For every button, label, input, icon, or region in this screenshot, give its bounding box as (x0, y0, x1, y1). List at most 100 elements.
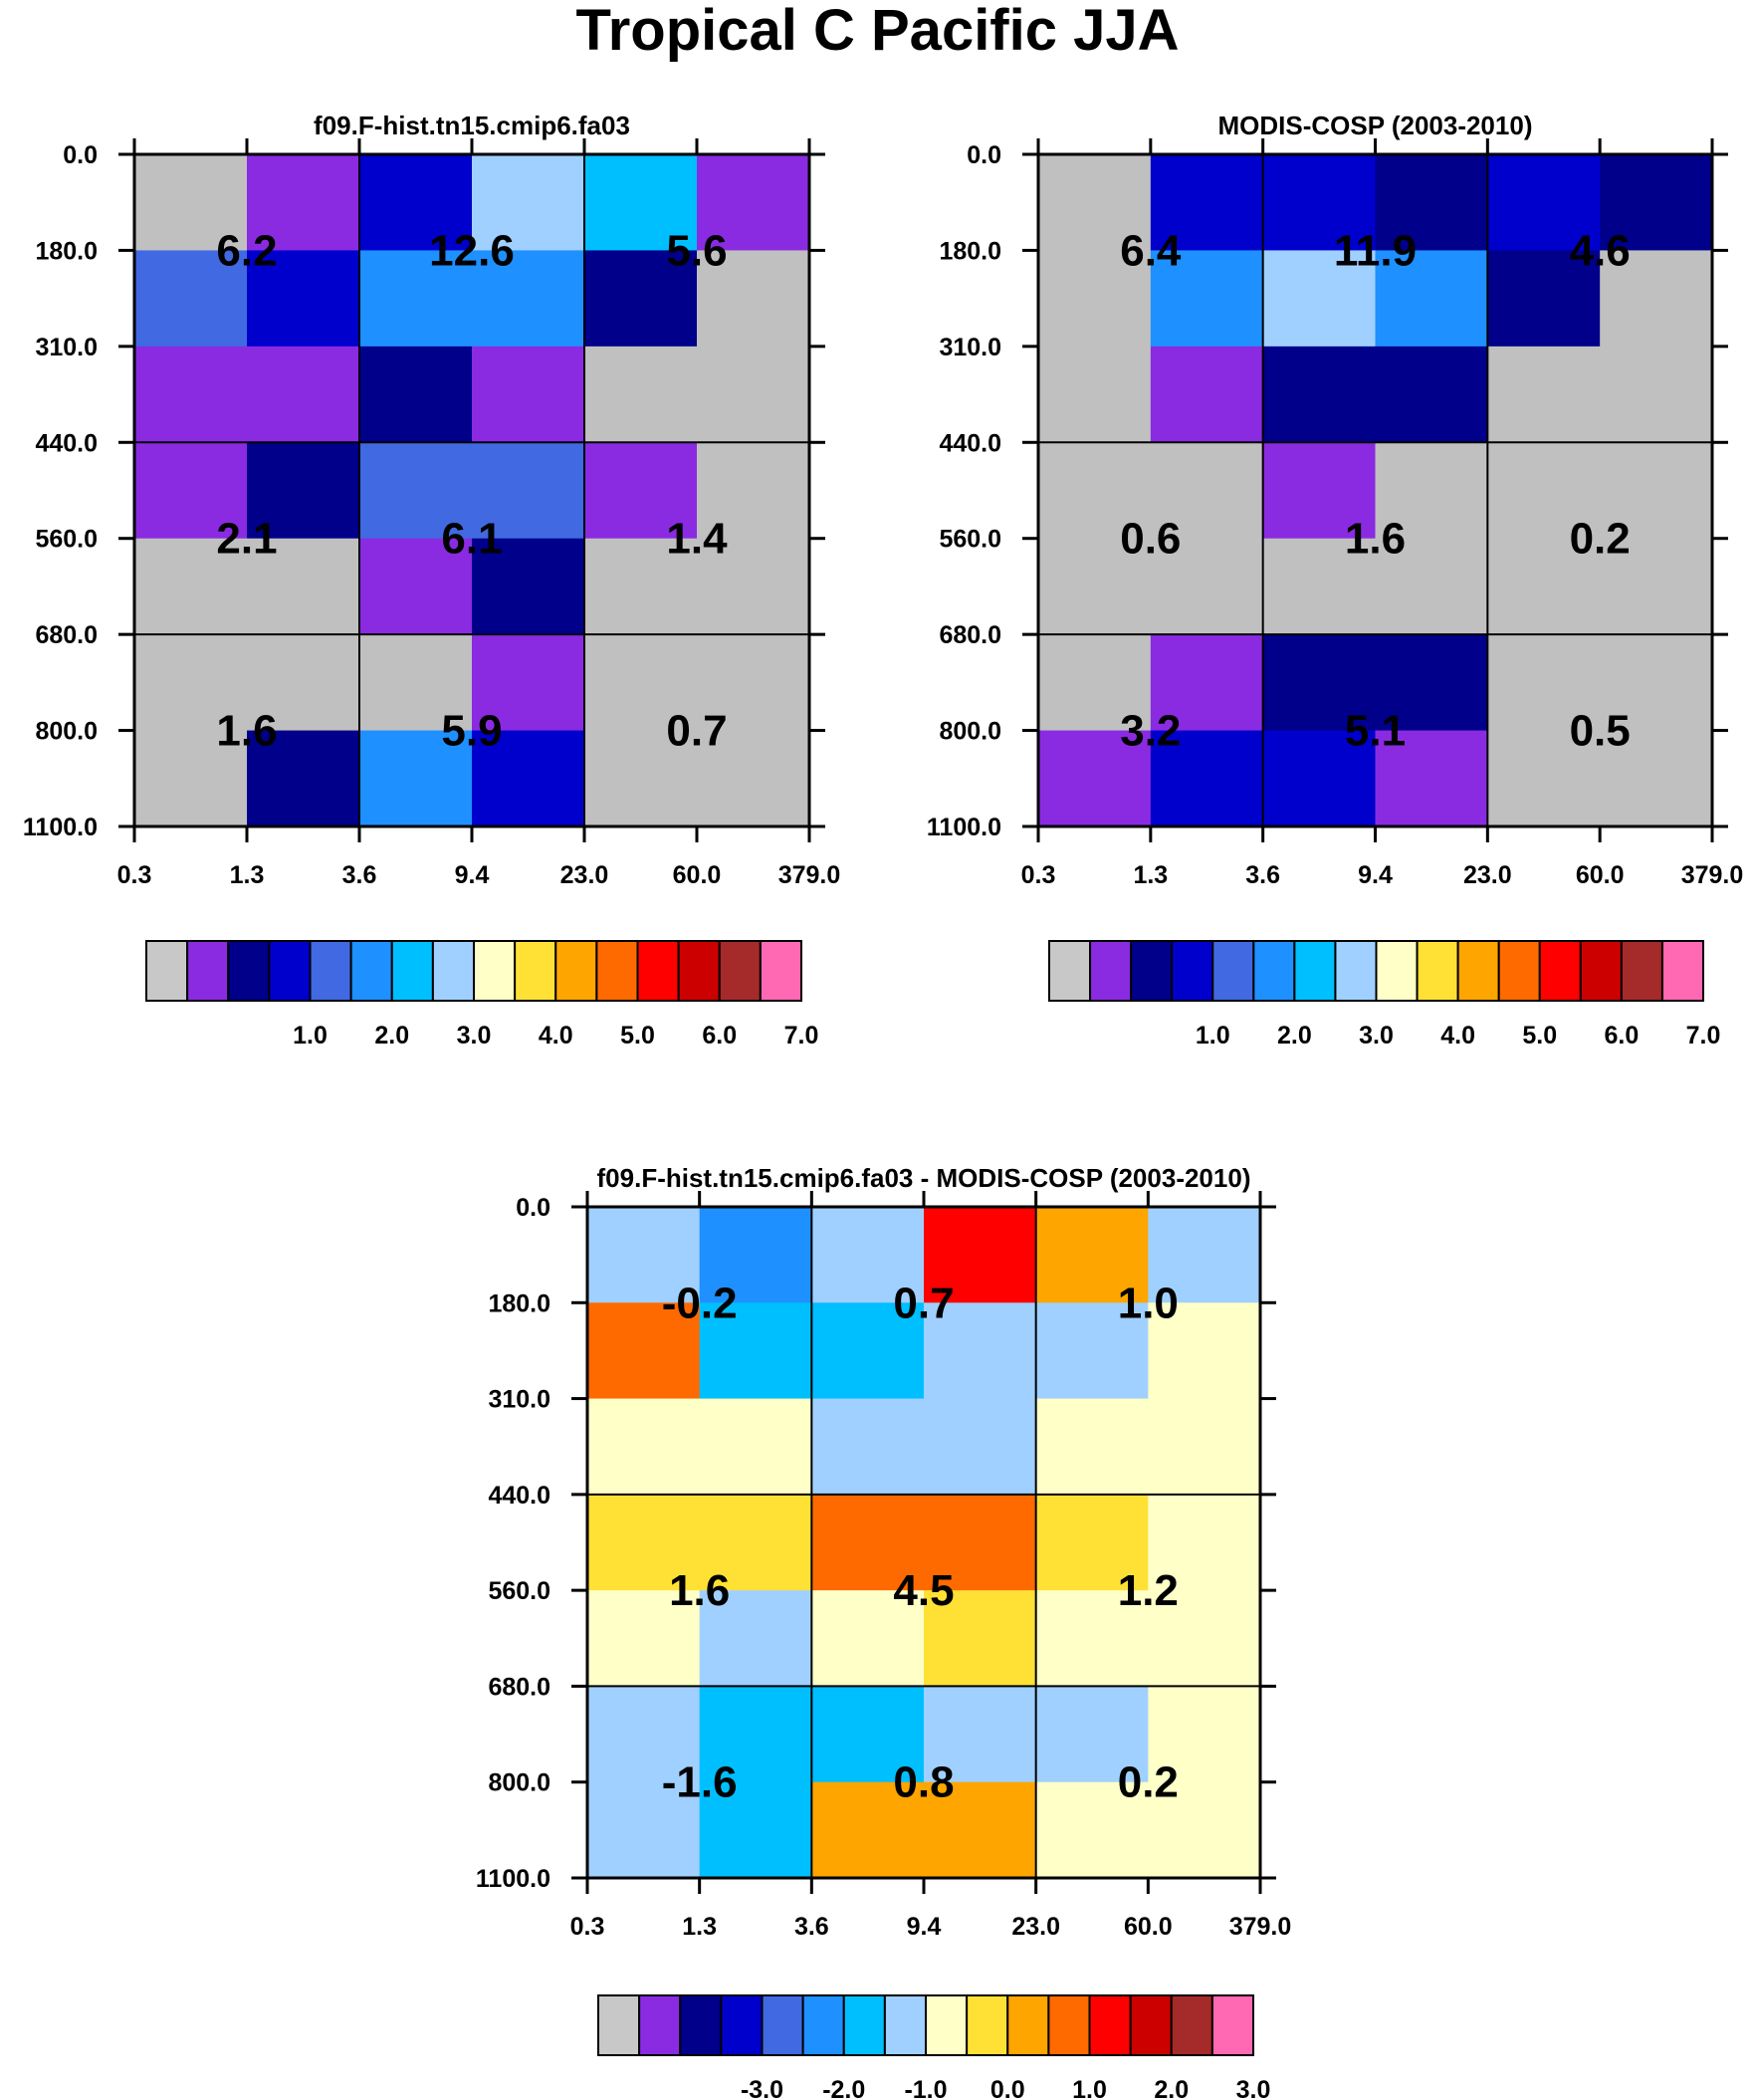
obs-panel: MODIS-COSP (2003-2010) 0.3 1.3 3.6 9.4 23.0 60… (927, 111, 1743, 1050)
colorbar-label: 1.0 (293, 1022, 328, 1050)
heatmap-cell (1262, 538, 1377, 635)
colorbar-box (759, 940, 802, 1002)
colorbar-box (227, 940, 271, 1002)
heatmap-cell (811, 1302, 925, 1400)
heatmap-cell (1150, 250, 1264, 348)
heatmap-cell (1487, 730, 1601, 827)
heatmap-cell (587, 1686, 701, 1783)
heatmap-cell (811, 1398, 925, 1496)
heatmap-cell (1487, 346, 1601, 443)
y-tick-label: 1100.0 (927, 814, 1001, 841)
heatmap-cell (472, 250, 585, 348)
heatmap-cell (1375, 154, 1488, 252)
heatmap-cell (472, 346, 585, 443)
heatmap-cell (697, 634, 810, 732)
x-tick-label: 9.4 (907, 1913, 942, 1941)
colorbar-box (677, 940, 721, 1002)
heatmap-cell (1035, 1590, 1149, 1688)
heatmap-cell (1375, 538, 1488, 635)
block-value: 6.1 (441, 515, 502, 564)
heatmap-cell (1600, 442, 1713, 540)
colorbar-box (966, 1994, 1009, 2056)
block-value: 1.2 (1118, 1566, 1179, 1615)
colorbar-box (1089, 940, 1133, 1002)
x-tick-label: 23.0 (1463, 861, 1512, 889)
heatmap-cell (699, 1781, 812, 1879)
colorbar-label: 6.0 (1604, 1022, 1639, 1050)
heatmap-cell (811, 1781, 925, 1879)
heatmap-cell (584, 634, 698, 732)
y-tick-label: 680.0 (488, 1673, 550, 1701)
heatmap-cell (1038, 538, 1152, 635)
y-tick-label: 680.0 (939, 621, 1001, 649)
heatmap-cell (584, 730, 698, 827)
heatmap-cell (1035, 1302, 1149, 1400)
heatmap-cell (584, 250, 698, 348)
block-value: 11.9 (1334, 226, 1417, 275)
x-tick-label: 0.3 (117, 861, 152, 889)
y-tick-label: 800.0 (35, 718, 98, 746)
block-value: 0.2 (1570, 515, 1631, 564)
heatmap-cell (699, 1590, 812, 1688)
block-value: 6.2 (216, 226, 277, 275)
heatmap-cell (924, 1494, 1037, 1591)
heatmap-cell (359, 346, 473, 443)
heatmap-cell (1150, 634, 1264, 732)
y-tick-label: 180.0 (939, 237, 1001, 265)
colorbar-box (925, 1994, 969, 2056)
x-tick-label: 3.6 (794, 1913, 829, 1941)
heatmap-cell (247, 442, 360, 540)
x-tick-label: 60.0 (673, 861, 722, 889)
heatmap-cell (699, 1398, 812, 1496)
heatmap-cell (1600, 250, 1713, 348)
heatmap-cell (472, 442, 585, 540)
heatmap-cell (1600, 538, 1713, 635)
heatmap-cell (924, 1686, 1037, 1783)
y-tick-label: 680.0 (35, 621, 98, 649)
x-tick-label: 60.0 (1124, 1913, 1173, 1941)
colorbar-label: 6.0 (702, 1022, 737, 1050)
heatmap-cell (1375, 346, 1488, 443)
heatmap-cell (1150, 346, 1264, 443)
heatmap-cell (1035, 1398, 1149, 1496)
heatmap-cell (134, 250, 248, 348)
heatmap-cell (134, 154, 248, 252)
x-tick-label: 379.0 (1229, 1913, 1292, 1941)
y-tick-label: 560.0 (35, 526, 98, 554)
colorbar-label: 3.0 (1236, 2076, 1271, 2100)
figure-title: Tropical C Pacific JJA (575, 0, 1180, 63)
heatmap-cell (587, 1590, 701, 1688)
x-tick-label: 3.6 (1245, 861, 1280, 889)
colorbar-box (1375, 940, 1419, 1002)
heatmap-cell (359, 538, 473, 635)
heatmap-cell (699, 1494, 812, 1591)
x-tick-label: 23.0 (560, 861, 609, 889)
heatmap-cell (1038, 346, 1152, 443)
heatmap-cell (697, 250, 810, 348)
heatmap-cell (1148, 1302, 1261, 1400)
x-tick-label: 60.0 (1576, 861, 1625, 889)
colorbar-box (1129, 1994, 1173, 2056)
colorbar-box (1334, 940, 1378, 1002)
block-value: 3.2 (1120, 707, 1181, 756)
x-tick-label: 9.4 (1358, 861, 1393, 889)
colorbar-box (720, 1994, 764, 2056)
colorbar-label: -1.0 (904, 2076, 947, 2100)
colorbar-box (1210, 1994, 1254, 2056)
heatmap-cell (1150, 154, 1264, 252)
block-value: 1.4 (666, 515, 728, 564)
x-tick-label: 3.6 (342, 861, 377, 889)
colorbar-box (1048, 940, 1092, 1002)
colorbar-box (349, 940, 393, 1002)
colorbar-label: 0.0 (990, 2076, 1025, 2100)
colorbar-box (1130, 940, 1174, 1002)
colorbar-box (1006, 1994, 1050, 2056)
y-tick-label: 0.0 (63, 141, 98, 169)
colorbar-label: 5.0 (1522, 1022, 1557, 1050)
heatmap-cell (1038, 634, 1152, 732)
x-tick-label: 23.0 (1011, 1913, 1060, 1941)
x-tick-label: 379.0 (1681, 861, 1744, 889)
heatmap-cell (699, 1302, 812, 1400)
heatmap-cell (247, 250, 360, 348)
heatmap-cell (587, 1781, 701, 1879)
